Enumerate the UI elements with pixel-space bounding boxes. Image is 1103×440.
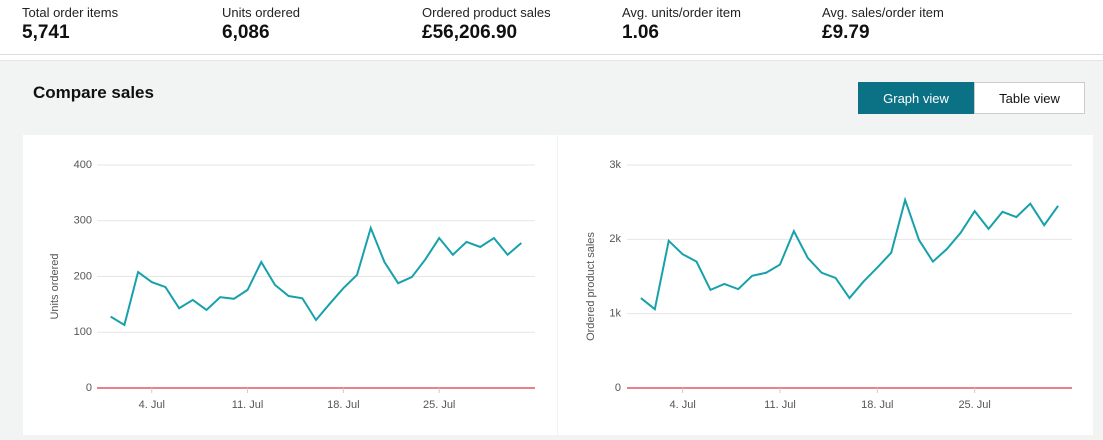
section-title: Compare sales	[33, 83, 154, 102]
metric: Avg. sales/order item £9.79	[822, 5, 944, 44]
y-tick-label: 0	[615, 382, 621, 394]
x-tick-label: 4. Jul	[669, 399, 695, 411]
line	[640, 196, 1059, 312]
metric-value: £9.79	[822, 22, 870, 43]
x-tick-label: 25. Jul	[958, 399, 990, 411]
metric-label: Avg. units/order item	[622, 5, 741, 20]
y-axis-label: Units ordered	[49, 253, 61, 319]
metric-value: 1.06	[622, 22, 659, 43]
metric-value: 5,741	[22, 22, 70, 43]
metric-label: Avg. sales/order item	[822, 5, 944, 20]
metric: Total order items 5,741	[22, 5, 118, 44]
line	[110, 224, 522, 327]
x-tick-label: 18. Jul	[327, 399, 359, 411]
y-tick-label: 100	[74, 326, 92, 338]
x-tick-label: 4. Jul	[139, 399, 165, 411]
metric-label: Ordered product sales	[422, 5, 551, 20]
metric-label: Units ordered	[222, 5, 301, 20]
metric: Units ordered 6,086	[222, 5, 300, 44]
metric-value: 6,086	[222, 22, 270, 43]
x-tick-label: 18. Jul	[861, 399, 893, 411]
x-tick-label: 11. Jul	[232, 399, 264, 411]
x-tick-label: 25. Jul	[423, 399, 455, 411]
x-tick-label: 11. Jul	[764, 399, 796, 411]
y-tick-label: 200	[74, 270, 92, 282]
y-tick-label: 3k	[609, 159, 621, 171]
metric-value: £56,206.90	[422, 22, 518, 43]
chart: 0 1k 2k 3k 4. Jul 11. Jul 18. Jul 25. Jul Ordere…	[558, 135, 1093, 435]
metric: Ordered product sales £56,206.90	[422, 5, 551, 44]
metrics-bar: Total order items 5,741 Units ordered 6,086…	[0, 0, 1103, 55]
y-tick-label: 300	[74, 215, 92, 227]
y-tick-label: 0	[86, 382, 92, 394]
y-tick-label: 2k	[609, 233, 621, 245]
y-tick-label: 1k	[609, 308, 621, 320]
y-tick-label: 400	[74, 159, 92, 171]
metric-label: Total order items	[22, 5, 119, 20]
metric: Avg. units/order item 1.06	[622, 5, 741, 44]
table-view-button[interactable]: Table view	[974, 82, 1085, 114]
chart: 0 100 200 300 400 4. Jul 11. Jul 18. Jul 25. Jul…	[23, 135, 557, 435]
graph-view-button[interactable]: Graph view	[858, 82, 974, 114]
y-axis-label: Ordered product sales	[585, 232, 597, 341]
